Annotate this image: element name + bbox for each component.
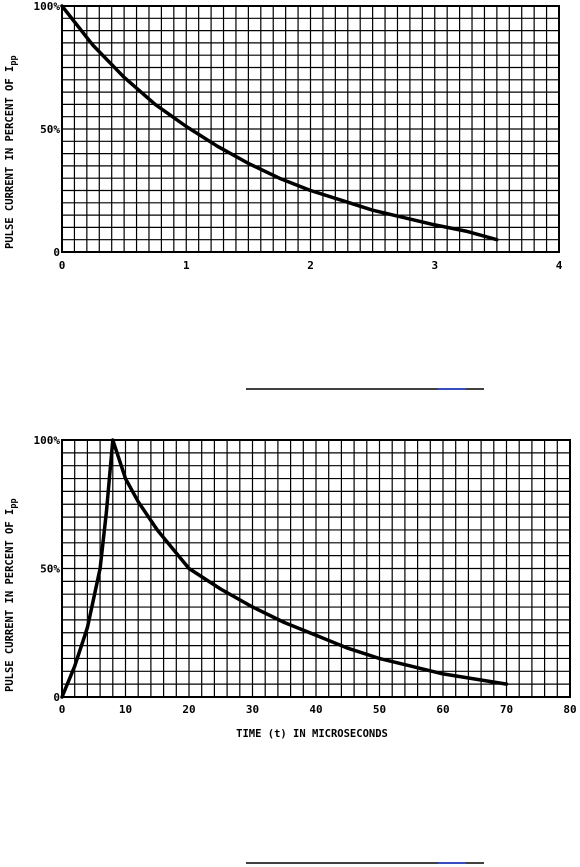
x-tick-labels: 0 10 20 30 40 50 60 70 80: [59, 703, 577, 716]
chart-bottom: 0 10 20 30 40 50 60 70 80 0 50% 100% PULSE CURRENT…: [4, 434, 577, 740]
y-tick-labels: 0 50% 100%: [34, 0, 61, 259]
y-tick-label: 100%: [34, 0, 61, 13]
x-tick-label: 60: [436, 703, 449, 716]
grid: [62, 440, 570, 697]
series-line: [60, 438, 509, 699]
x-tick-label: 40: [309, 703, 322, 716]
x-tick-label: 0: [59, 259, 66, 272]
chart-top: 0 1 2 3 4 0 50% 100% PULSE CURRENT IN PERCENT …: [4, 0, 563, 272]
series-line: [60, 4, 499, 242]
x-tick-label: 4: [556, 259, 563, 272]
y-tick-label: 0: [53, 246, 60, 259]
x-tick-label: 10: [119, 703, 132, 716]
x-tick-label: 0: [59, 703, 66, 716]
x-tick-label: 20: [182, 703, 195, 716]
x-tick-label: 1: [183, 259, 190, 272]
x-tick-label: 30: [246, 703, 259, 716]
x-tick-labels: 0 1 2 3 4: [59, 259, 563, 272]
x-tick-label: 80: [563, 703, 576, 716]
series-layer: [60, 438, 509, 699]
y-axis-title: PULSE CURRENT IN PERCENT OF Ipp: [4, 498, 19, 692]
x-tick-label: 2: [307, 259, 314, 272]
grid: [62, 6, 559, 252]
y-tick-label: 100%: [34, 434, 61, 447]
y-tick-label: 0: [53, 691, 60, 704]
x-tick-label: 70: [500, 703, 513, 716]
y-tick-labels: 0 50% 100%: [34, 434, 61, 704]
x-tick-label: 50: [373, 703, 386, 716]
series-layer: [60, 4, 499, 242]
x-tick-label: 3: [431, 259, 438, 272]
y-tick-label: 50%: [40, 123, 60, 136]
y-tick-label: 50%: [40, 563, 60, 576]
x-axis-title: TIME (t) IN MICROSECONDS: [236, 728, 388, 740]
y-axis-title: PULSE CURRENT IN PERCENT OF Ipp: [4, 55, 19, 249]
